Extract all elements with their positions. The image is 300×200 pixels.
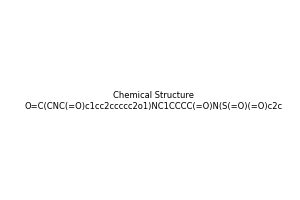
- Text: Chemical Structure
O=C(CNC(=O)c1cc2ccccc2o1)NC1CCCC(=O)N(S(=O)(=O)c2c: Chemical Structure O=C(CNC(=O)c1cc2ccccc…: [25, 91, 283, 111]
